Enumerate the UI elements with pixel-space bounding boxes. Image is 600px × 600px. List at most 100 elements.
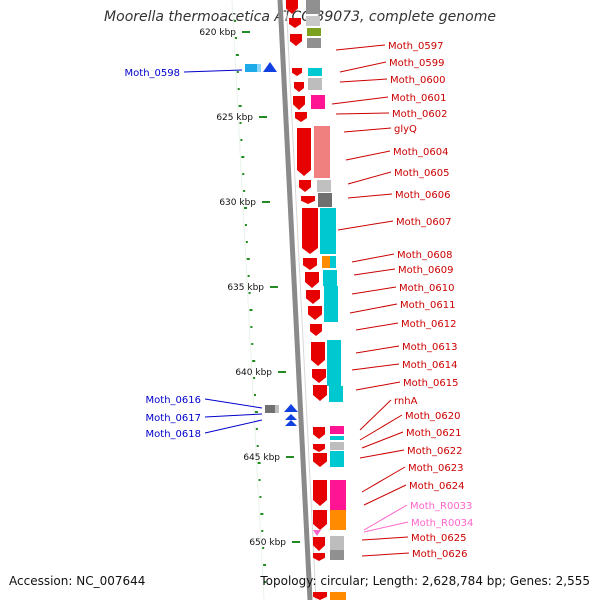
ruler-label: 630 kbp	[219, 198, 256, 208]
cog-bar	[324, 286, 338, 322]
gc-skew-mark	[235, 54, 239, 56]
cog-bar	[306, 0, 320, 14]
label-leader	[343, 127, 392, 133]
gene-label: Moth_0620	[405, 411, 460, 422]
gc-skew-mark	[258, 479, 261, 481]
reverse-gene	[245, 64, 257, 72]
forward-gene-arrow	[306, 290, 320, 304]
gene-label: Moth_0618	[146, 429, 201, 440]
cog-bar	[330, 510, 346, 530]
label-leader	[363, 521, 409, 533]
accession-text: Accession: NC_007644	[9, 574, 146, 588]
gc-skew-mark	[239, 122, 242, 124]
gc-skew-mark	[259, 496, 262, 498]
label-leader	[353, 268, 396, 276]
gene-label: Moth_0614	[402, 360, 457, 371]
cog-bar	[330, 550, 344, 560]
gene-label: Moth_R0034	[411, 518, 473, 529]
cog-bar	[330, 480, 346, 510]
forward-gene-arrow	[308, 306, 322, 320]
gc-skew-mark	[254, 411, 258, 413]
forward-gene-arrow	[289, 18, 301, 28]
gene-label: Moth_0611	[400, 300, 455, 311]
cog-bar	[314, 126, 330, 178]
gc-skew-mark	[242, 173, 245, 175]
gc-skew-mark	[255, 428, 258, 430]
label-leader	[351, 363, 400, 371]
topology-text: Topology: circular; Length: 2,628,784 bp…	[260, 574, 590, 588]
cog-bar	[318, 193, 332, 207]
cog-bar	[323, 270, 337, 286]
gene-label: Moth_0622	[407, 446, 462, 457]
label-leader	[363, 484, 407, 506]
label-leader	[351, 253, 395, 263]
ruler-label: 650 kbp	[249, 538, 286, 548]
cog-bar	[317, 180, 331, 192]
label-leader	[183, 69, 243, 73]
cog-bar	[311, 95, 325, 109]
gene-label: Moth_0608	[397, 250, 452, 261]
cog-bar	[330, 592, 346, 600]
label-leader	[361, 552, 410, 557]
label-leader	[361, 536, 409, 541]
backbone-line	[277, 0, 313, 600]
cog-bar	[322, 256, 330, 268]
ruler-label: 645 kbp	[243, 453, 280, 463]
gc-skew-mark	[252, 360, 256, 362]
gene-label: Moth_0609	[398, 265, 453, 276]
gene-label: Moth_0605	[394, 168, 449, 179]
gene-label: Moth_0599	[389, 58, 444, 69]
forward-gene-arrow	[310, 324, 322, 336]
ruler-label: 640 kbp	[235, 368, 272, 378]
forward-gene-arrow	[305, 272, 319, 288]
gene-label: Moth_0604	[393, 147, 448, 158]
gc-skew-mark	[244, 207, 248, 209]
label-leader	[339, 78, 388, 83]
backbone-edge	[285, 0, 317, 600]
cog-bar	[330, 536, 344, 550]
gc-skew-mark	[249, 309, 253, 311]
cog-bar	[308, 78, 322, 90]
reverse-gene	[275, 405, 279, 413]
reverse-gene	[257, 64, 261, 72]
backbone	[277, 0, 317, 600]
forward-gene-arrow	[313, 592, 327, 600]
label-leader	[204, 419, 263, 434]
forward-gene-arrow	[294, 82, 304, 92]
gene-label: Moth_0606	[395, 190, 450, 201]
forward-gene-arrow	[313, 480, 327, 506]
forward-gene-arrow	[303, 258, 317, 270]
label-leader	[204, 413, 263, 418]
gene-label: glyQ	[394, 124, 417, 135]
cog-bar	[330, 436, 344, 440]
gc-skew-mark	[263, 581, 266, 583]
gene-label: Moth_0621	[406, 428, 461, 439]
label-leader	[355, 381, 401, 391]
coordinate-ruler: 620 kbp 625 kbp 630 kbp 635 kbp 640 kbp 645 k…	[199, 28, 300, 548]
gene-label: Moth_0625	[411, 533, 466, 544]
cog-bar	[330, 426, 344, 434]
gc-skew-mark	[241, 156, 245, 158]
forward-gene-arrow	[313, 510, 327, 530]
cog-bar	[330, 256, 336, 268]
forward-gene-arrow	[290, 34, 302, 46]
gene-label: Moth_0623	[408, 463, 463, 474]
cog-bar	[308, 68, 322, 76]
forward-gene-arrow	[295, 112, 307, 122]
gene-label: Moth_R0033	[410, 501, 472, 512]
cog-bar	[330, 451, 344, 467]
gc-skew-mark	[254, 394, 257, 396]
forward-gene-arrow	[302, 208, 318, 254]
gc-skew-mark	[251, 343, 254, 345]
gc-skew-mark	[236, 71, 239, 73]
forward-gene-arrow	[312, 369, 326, 383]
gene-label: Moth_0601	[391, 93, 446, 104]
label-leader	[204, 398, 263, 409]
label-leader	[335, 44, 386, 51]
forward-gene-arrow	[313, 537, 325, 551]
gc-skew-mark	[234, 20, 237, 22]
cog-bar	[330, 442, 344, 450]
label-leader	[355, 345, 400, 354]
label-leader	[359, 399, 392, 431]
